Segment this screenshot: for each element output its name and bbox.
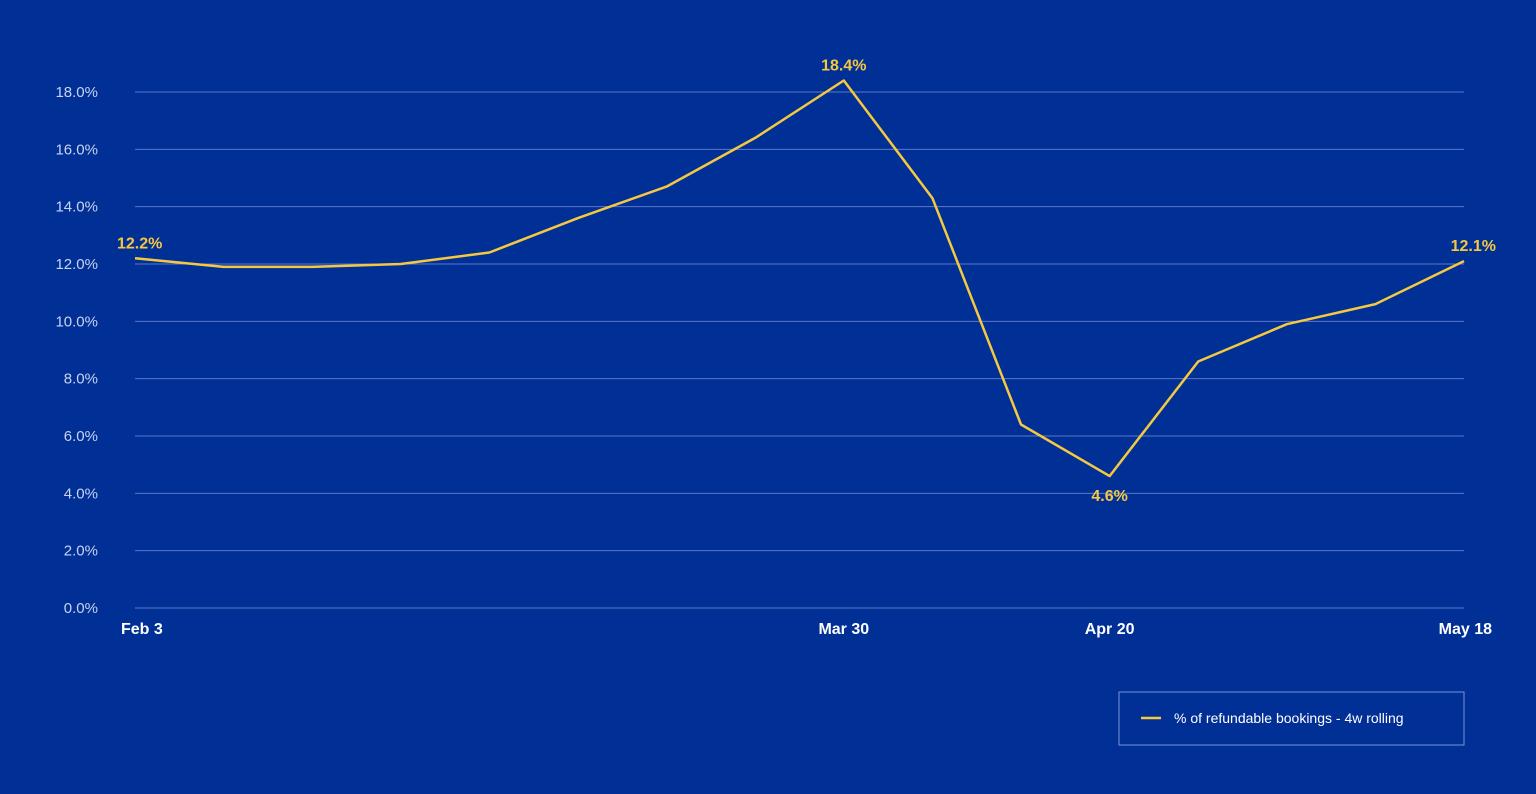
data-label: 12.2% — [117, 235, 162, 252]
y-tick-label: 16.0% — [55, 141, 98, 158]
y-tick-label: 6.0% — [64, 428, 98, 445]
legend: % of refundable bookings - 4w rolling — [1118, 691, 1465, 746]
x-axis-ticks: Feb 3 Mar 30 Apr 20 May 18 — [121, 621, 1492, 638]
legend-box — [1118, 691, 1465, 746]
gridlines — [135, 91, 1464, 609]
y-tick-label: 18.0% — [55, 84, 98, 101]
series-line — [134, 79, 1465, 478]
data-label: 4.6% — [1091, 488, 1127, 505]
y-tick-label: 8.0% — [64, 371, 98, 388]
y-tick-label: 4.0% — [64, 485, 98, 502]
y-tick-label: 14.0% — [55, 199, 98, 216]
y-tick-label: 2.0% — [64, 543, 98, 560]
x-tick-label: Apr 20 — [1085, 621, 1135, 638]
x-tick-label: Feb 3 — [121, 621, 163, 638]
x-tick-label: May 18 — [1439, 621, 1492, 638]
y-axis-ticks: 0.0% 2.0% 4.0% 6.0% 8.0% 10.0% 12.0% 14.0% 16.0%… — [55, 84, 98, 617]
y-tick-label: 12.0% — [55, 256, 98, 273]
x-tick-label: Mar 30 — [818, 621, 869, 638]
y-tick-label: 10.0% — [55, 313, 98, 330]
legend-label: % of refundable bookings - 4w rolling — [1174, 710, 1404, 726]
y-tick-label: 0.0% — [64, 600, 98, 617]
data-label: 12.1% — [1451, 238, 1496, 255]
data-label: 18.4% — [821, 58, 866, 75]
data-labels: 12.2% 18.4% 4.6% 12.1% — [117, 58, 1496, 506]
